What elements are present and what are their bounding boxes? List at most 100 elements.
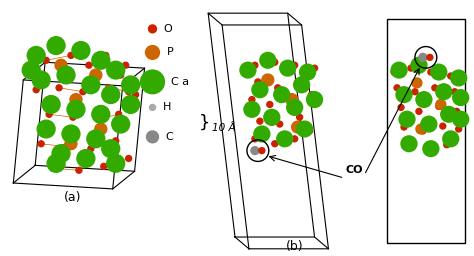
Circle shape [55,59,67,71]
Circle shape [70,94,82,105]
Circle shape [92,105,110,123]
Circle shape [427,55,433,60]
Circle shape [441,106,457,122]
Text: C: C [165,132,173,142]
Circle shape [428,69,434,75]
Text: C a: C a [172,77,190,87]
Text: CO: CO [346,165,363,175]
Circle shape [149,104,155,110]
Text: (a): (a) [64,191,82,204]
Circle shape [27,47,45,64]
Circle shape [249,97,255,102]
Circle shape [102,86,120,103]
Circle shape [118,72,124,78]
Circle shape [146,131,158,143]
Circle shape [307,128,312,134]
Circle shape [264,109,280,125]
Circle shape [257,118,263,124]
Circle shape [416,108,422,114]
Circle shape [277,121,283,127]
Bar [387,19,465,243]
Circle shape [421,116,437,132]
Circle shape [95,123,107,135]
Circle shape [254,126,270,142]
Circle shape [307,92,322,108]
Circle shape [443,131,459,147]
Circle shape [52,145,70,162]
Circle shape [76,167,82,173]
Text: O: O [164,24,172,34]
Circle shape [297,121,312,137]
Circle shape [113,138,118,144]
Circle shape [43,57,49,63]
Circle shape [412,89,418,95]
Circle shape [396,87,412,102]
Circle shape [141,70,164,94]
Circle shape [419,54,427,61]
Circle shape [112,115,129,133]
Circle shape [88,146,94,152]
Circle shape [252,82,268,98]
Circle shape [398,104,404,110]
Circle shape [82,76,100,94]
Circle shape [294,77,310,93]
Circle shape [297,114,302,120]
Circle shape [87,130,105,148]
Circle shape [431,64,447,80]
Circle shape [65,138,77,150]
Circle shape [272,59,278,65]
Circle shape [266,113,278,125]
Circle shape [42,96,60,113]
Circle shape [416,124,426,134]
Circle shape [123,62,128,68]
Circle shape [122,76,139,94]
Circle shape [252,136,258,142]
Circle shape [72,42,90,59]
Circle shape [286,94,298,105]
Circle shape [47,155,65,172]
Text: }: } [199,114,210,132]
Circle shape [251,147,259,155]
Circle shape [70,114,76,120]
Circle shape [259,148,265,154]
Circle shape [86,62,92,68]
Circle shape [401,136,417,152]
Circle shape [292,121,304,133]
Circle shape [22,61,40,79]
Circle shape [295,79,301,85]
Circle shape [102,140,120,157]
Circle shape [106,85,112,91]
Circle shape [444,142,450,148]
Circle shape [292,136,298,142]
Circle shape [77,150,95,167]
Circle shape [46,111,52,117]
Circle shape [133,92,138,98]
Circle shape [68,52,74,58]
Circle shape [436,100,446,109]
Circle shape [260,52,276,68]
Circle shape [432,85,438,91]
Circle shape [146,46,159,59]
Circle shape [262,74,274,86]
Circle shape [95,116,101,122]
Circle shape [56,85,62,91]
Circle shape [311,65,318,71]
Circle shape [399,111,415,127]
Circle shape [116,111,122,117]
Circle shape [404,144,410,150]
Circle shape [50,165,56,171]
Circle shape [454,108,460,114]
Circle shape [101,163,107,169]
Circle shape [126,89,132,95]
Circle shape [453,111,469,127]
Text: P: P [166,47,173,57]
Circle shape [456,126,462,132]
Circle shape [420,128,426,134]
Circle shape [32,71,50,89]
Circle shape [424,148,430,154]
Circle shape [309,92,315,98]
Circle shape [126,156,132,162]
Circle shape [255,79,261,85]
Circle shape [148,25,156,33]
Circle shape [244,102,260,117]
